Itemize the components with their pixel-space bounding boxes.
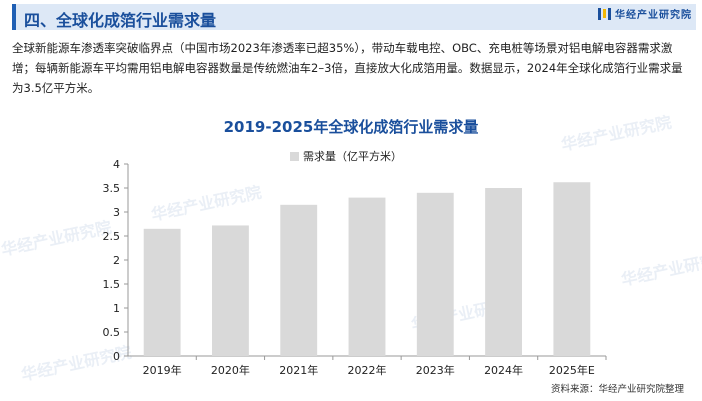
logo-mark-icon [598, 7, 611, 20]
x-tick-label: 2023年 [416, 363, 455, 377]
y-tick-label: 0 [113, 350, 120, 363]
header-accent-stripe [12, 4, 16, 30]
y-tick-label: 2.5 [103, 230, 121, 243]
x-tick-label: 2020年 [211, 363, 250, 377]
x-tick-label: 2025年E [549, 363, 595, 377]
bar [280, 204, 318, 356]
bar [348, 197, 386, 356]
bar [143, 228, 181, 356]
x-tick-label: 2021年 [279, 363, 318, 377]
x-tick-label: 2024年 [484, 363, 523, 377]
description-paragraph: 全球新能源车渗透率突破临界点（中国市场2023年渗透率已超35%），带动车载电控… [12, 41, 683, 95]
section-header-bar: 四、全球化成箔行业需求量 [12, 4, 696, 30]
y-tick-label: 0.5 [103, 326, 121, 339]
y-tick-label: 1.5 [103, 278, 121, 291]
section-title: 四、全球化成箔行业需求量 [24, 11, 217, 30]
chart-title: 2019-2025年全球化成箔行业需求量 [223, 118, 479, 136]
bar [485, 188, 523, 356]
legend-label: 需求量（亿平方米） [303, 149, 402, 163]
bar [211, 225, 249, 356]
brand-logo: 华经产业研究院 [598, 6, 692, 21]
y-tick-label: 3.5 [103, 182, 121, 195]
x-tick-label: 2022年 [348, 363, 387, 377]
logo-text: 华经产业研究院 [615, 10, 692, 21]
y-tick-label: 2 [113, 254, 120, 267]
y-tick-label: 3 [113, 206, 120, 219]
x-tick-label: 2019年 [143, 363, 182, 377]
bar [416, 192, 454, 356]
source-note: 资料来源：华经产业研究院整理 [550, 384, 684, 395]
legend-swatch [290, 152, 299, 161]
y-tick-label: 4 [113, 158, 120, 171]
y-tick-label: 1 [113, 302, 120, 315]
bar [553, 182, 591, 356]
